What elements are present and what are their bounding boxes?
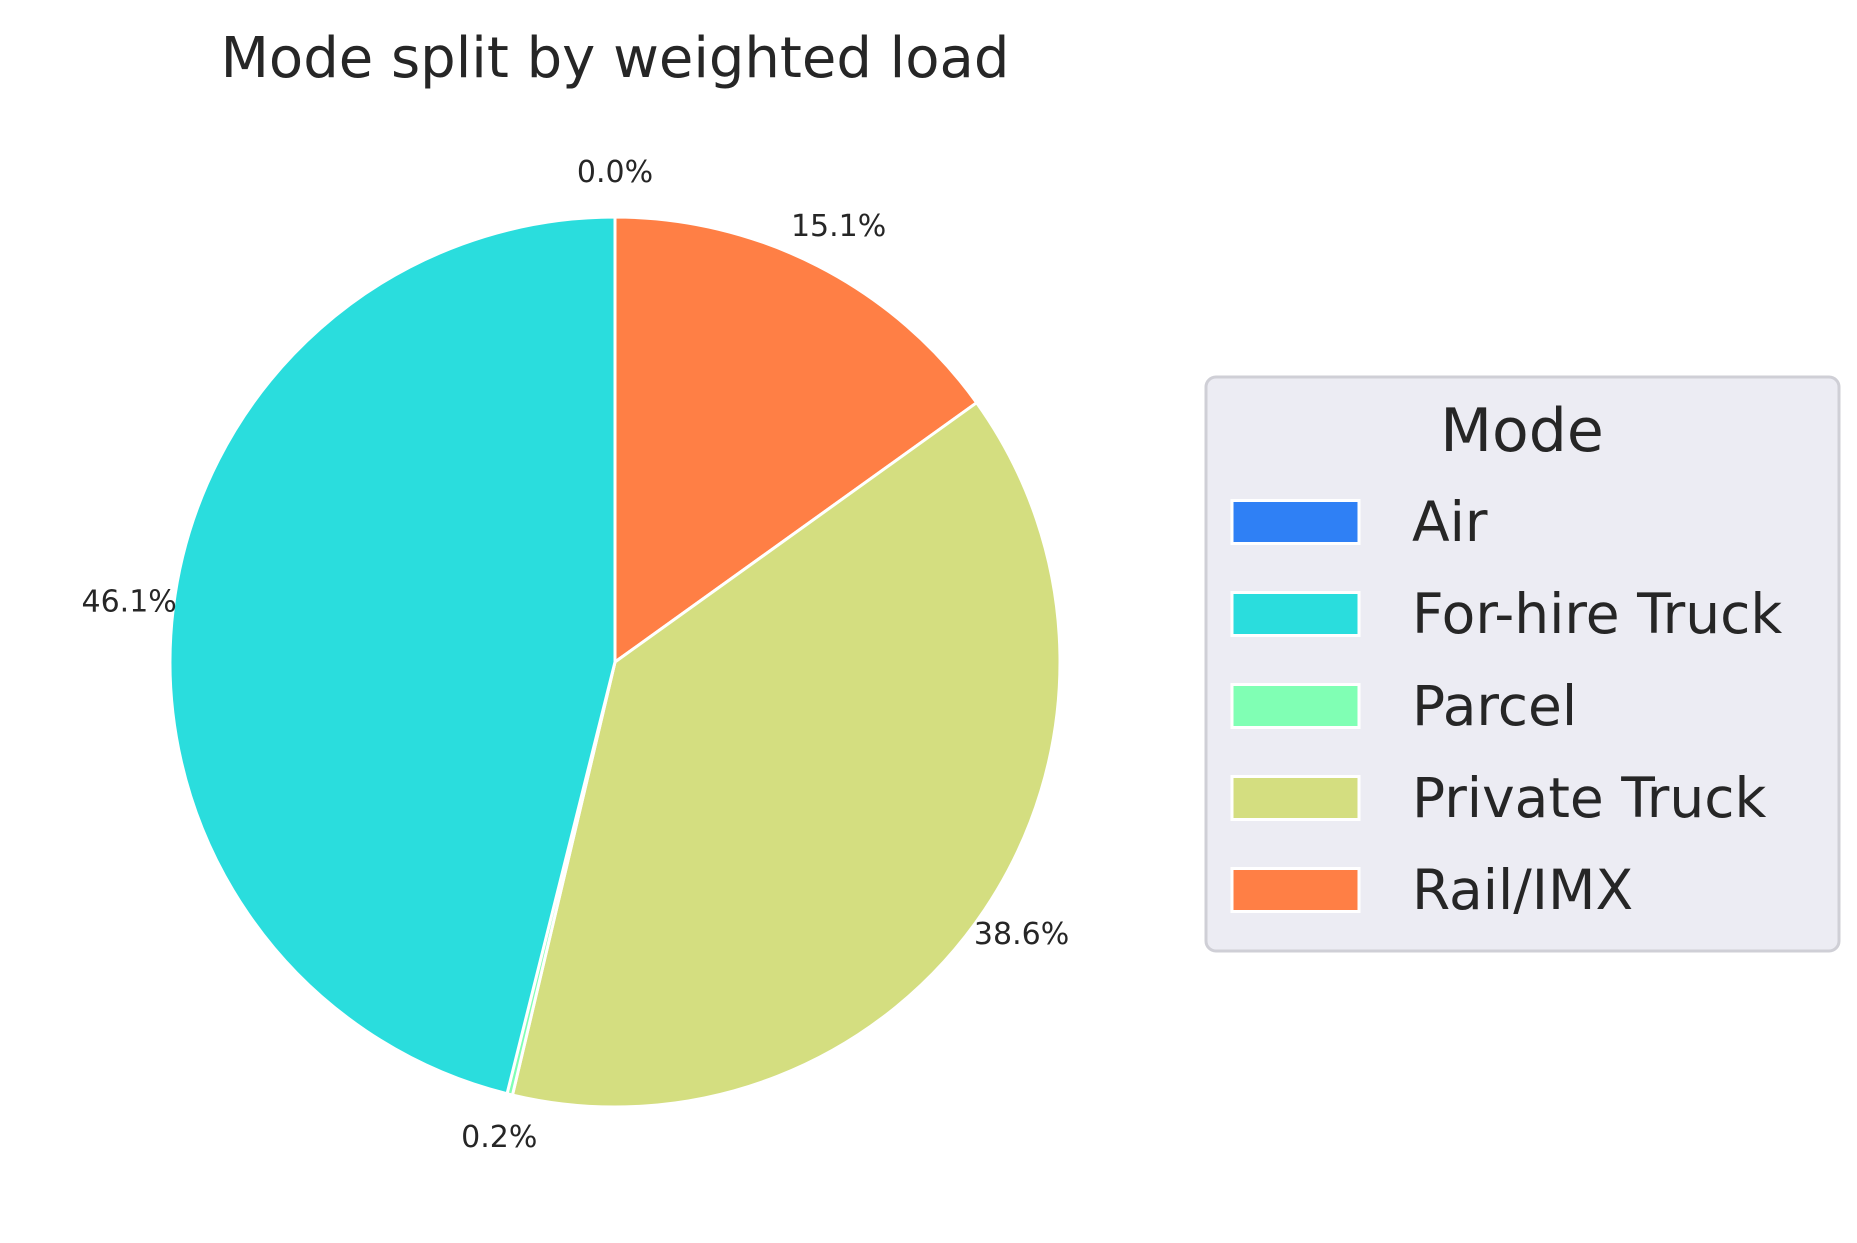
- legend-label-air: Air: [1412, 490, 1488, 554]
- legend-swatch-rail-imx: [1230, 867, 1361, 913]
- legend-label-for-hire-truck: For-hire Truck: [1412, 582, 1782, 646]
- pie-percent-labels: 15.1% 38.6% 0.2% 46.1% 0.0%: [82, 155, 1070, 1155]
- pct-label-air: 0.0%: [577, 155, 653, 190]
- pct-label-parcel: 0.2%: [461, 1120, 537, 1155]
- legend: Mode Air For-hire Truck Parcel Private Truc…: [1204, 375, 1841, 953]
- legend-swatch-private-truck: [1230, 775, 1361, 821]
- legend-swatch-air: [1230, 499, 1361, 545]
- pct-label-rail-imx: 15.1%: [791, 209, 886, 244]
- legend-label-parcel: Parcel: [1412, 674, 1577, 738]
- legend-swatch-parcel: [1230, 683, 1361, 729]
- pie-slices: [168, 215, 1062, 1109]
- pct-label-private-truck: 38.6%: [974, 917, 1069, 952]
- pie-slice-for-hire-truck: [168, 215, 617, 1096]
- chart-title: Mode split by weighted load: [221, 26, 1010, 91]
- pie-slice-rail-imx: [613, 215, 979, 664]
- legend-title: Mode: [1440, 396, 1603, 466]
- legend-label-rail-imx: Rail/IMX: [1412, 858, 1633, 922]
- legend-items: Air For-hire Truck Parcel Private Truck Rail…: [1230, 490, 1782, 922]
- legend-swatch-for-hire-truck: [1230, 591, 1361, 637]
- legend-box: [1204, 375, 1841, 953]
- pie-slice-private-truck: [510, 401, 1062, 1109]
- legend-label-private-truck: Private Truck: [1412, 766, 1766, 830]
- pct-label-for-hire-truck: 46.1%: [82, 585, 177, 620]
